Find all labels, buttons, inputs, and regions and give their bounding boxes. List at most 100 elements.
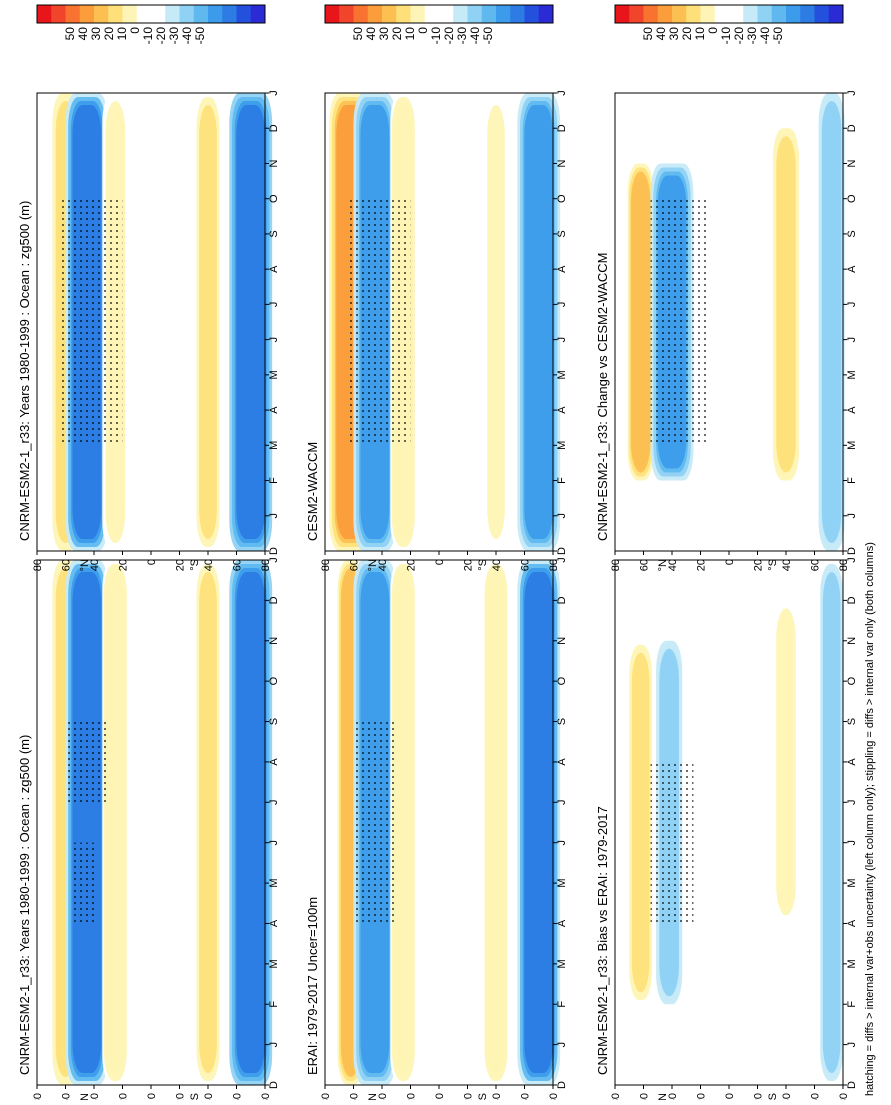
panel-6-month-label-6: M xyxy=(846,370,858,379)
panel-3-month-label-2: J xyxy=(556,1042,568,1048)
panel-6-lat-label-1: 80 xyxy=(610,559,622,571)
panel-4-lat-label-4: 20 xyxy=(406,559,418,571)
panel-1-lat-label-4: 20 xyxy=(118,1093,130,1100)
colorbar-2-swatch-4 xyxy=(367,5,383,23)
panel-5-month-label-14: J xyxy=(846,557,858,563)
panel-6-month-label-12: N xyxy=(846,159,858,167)
colorbar-1-label-8: -20 xyxy=(154,27,168,45)
colorbar-2-label-2: 40 xyxy=(364,27,378,41)
panel-1-month-label-2: J xyxy=(268,1042,280,1048)
panel-4-month-label-8: J xyxy=(556,302,568,308)
colorbar-2-label-1: 50 xyxy=(351,27,365,41)
panel-5-month-label-6: M xyxy=(846,878,858,887)
panel-5-month-label-8: J xyxy=(846,800,858,806)
colorbar-2-label-11: -50 xyxy=(481,27,495,45)
panel-4-month-label-12: N xyxy=(556,159,568,167)
colorbar-1-label-9: -30 xyxy=(167,27,181,45)
panel-5-lat-label-2: 60 xyxy=(639,1093,651,1100)
panel-2-lat-label-8: 60 xyxy=(232,559,244,571)
colorbar-2-label-3: 30 xyxy=(377,27,391,41)
colorbar-3-swatch-4 xyxy=(657,5,673,23)
panel-4-month-label-4: M xyxy=(556,441,568,450)
colorbar-1-swatch-15 xyxy=(236,5,252,23)
panel-2-month-label-1: D xyxy=(268,547,280,555)
colorbar-1-label-10: -40 xyxy=(180,27,194,45)
panel-5-lat-label-7: 40 xyxy=(781,1093,793,1100)
colorbar-3-label-6: 0 xyxy=(706,27,720,34)
colorbar-3-frame xyxy=(614,4,844,24)
panel-3-lat-label-6: 20 xyxy=(463,1093,475,1100)
panel-1-north-label: °N xyxy=(79,1093,91,1100)
panel-4-lat-label-8: 60 xyxy=(520,559,532,571)
colorbar-1-swatch-1 xyxy=(37,5,52,23)
colorbar-1-label-5: 10 xyxy=(115,27,129,41)
panel-4-band-4-level-4 xyxy=(487,105,505,539)
panel-2-lat-label-4: 20 xyxy=(118,559,130,571)
panel-1-lat-label-9: 80 xyxy=(260,1093,272,1100)
panel-6-band-4-level-4 xyxy=(822,105,841,539)
panel-3-south-label: °S xyxy=(477,1093,489,1100)
colorbar-3-swatch-14 xyxy=(800,5,815,23)
panel-5-band-1-level-4 xyxy=(631,652,650,993)
panel-5-month-label-4: M xyxy=(846,959,858,968)
colorbar-2-label-10: -40 xyxy=(468,27,482,45)
panel-6-band-3-level-4 xyxy=(777,140,795,469)
colorbar-1-label-6: 0 xyxy=(128,27,142,34)
panel-5-lat-label-9: 80 xyxy=(838,1093,850,1100)
panel-1-month-label-12: N xyxy=(268,637,280,645)
colorbar-2-swatch-7 xyxy=(410,5,426,23)
panel-4-lat-label-6: 20 xyxy=(463,559,475,571)
panel-1-month-label-1: D xyxy=(268,1081,280,1089)
colorbar-1-swatch-6 xyxy=(108,5,123,23)
colorbar-1-swatch-8 xyxy=(136,5,152,23)
panel-2-month-label-7: J xyxy=(268,337,280,343)
panel-3-month-label-13: D xyxy=(556,596,568,604)
panel-1-south-label: °S xyxy=(189,1093,201,1100)
panel-3-month-label-5: A xyxy=(556,919,568,927)
colorbar-3-label-4: 20 xyxy=(680,27,694,41)
panel-3-month-label-10: S xyxy=(556,718,568,725)
panel-4-month-label-7: J xyxy=(556,337,568,343)
panel-1-month-label-3: F xyxy=(268,1001,280,1008)
panel-3-month-label-7: J xyxy=(556,840,568,846)
colorbar-1-label-2: 40 xyxy=(76,27,90,41)
panel-1-stippling-1 xyxy=(72,842,94,924)
panel-3-month-label-11: O xyxy=(556,676,568,685)
panel-5-month-label-13: D xyxy=(846,596,858,604)
panel-4-month-label-2: J xyxy=(556,513,568,519)
panel-6-lat-label-9: 80 xyxy=(838,559,850,571)
colorbar-3-label-11: -50 xyxy=(771,27,785,45)
panel-5-month-label-7: J xyxy=(846,840,858,846)
panel-4-lat-label-5: 0 xyxy=(434,559,446,565)
panel-5-month-label-2: J xyxy=(846,1042,858,1048)
panel-6-lat-label-8: 60 xyxy=(810,559,822,571)
panel-3-lat-label-4: 20 xyxy=(406,1093,418,1100)
colorbar-2-label-7: -10 xyxy=(429,27,443,45)
colorbar-3: 50 40 30 20 10 0 -10 -20 -30 -40 -50 xyxy=(614,4,844,45)
colorbar-1-swatch-2 xyxy=(51,5,66,23)
colorbar-2: 50 40 30 20 10 0 -10 -20 -30 -40 -50 xyxy=(324,4,554,45)
panels-group: 80 60 40 20 0 20 40 60 80°N °SDJFMAMJJASONDJCNRM-… xyxy=(17,4,858,1105)
panel-1-stippling-2 xyxy=(65,721,109,803)
panel-5-south-label: °S xyxy=(767,1093,779,1100)
panel-3-lat-label-5: 0 xyxy=(434,1093,446,1099)
panel-5-month-label-10: S xyxy=(846,718,858,725)
panel-2-lat-label-3: 40 xyxy=(89,559,101,571)
panel-4: 80 60 40 20 0 20 40 60 80°N °SDJFMAMJJASONDJCESM2… xyxy=(305,90,568,571)
colorbar-1-swatch-9 xyxy=(151,5,166,23)
panel-2-month-label-8: J xyxy=(268,302,280,308)
panel-3: 80 60 40 20 0 20 40 60 80 °N °S D J F M A M J J A S O N D J ERAI:… xyxy=(305,557,568,1105)
panel-1-band-4-level-4 xyxy=(199,572,217,1073)
panel-3-month-label-9: A xyxy=(556,758,568,766)
panel-3-band-3-level-4 xyxy=(394,572,413,1073)
colorbar-3-swatch-1 xyxy=(615,5,630,23)
colorbar-1-swatch-4 xyxy=(79,5,95,23)
panel-1-month-label-4: M xyxy=(268,959,280,968)
panel-1-month-label-7: J xyxy=(268,840,280,846)
panel-4-stippling-1 xyxy=(346,198,411,446)
panel-1-month-label-14: J xyxy=(268,557,280,563)
colorbar-1-swatch-11 xyxy=(179,5,195,23)
panel-3-lat-label-7: 40 xyxy=(491,1093,503,1100)
panel-4-month-label-9: A xyxy=(556,265,568,273)
